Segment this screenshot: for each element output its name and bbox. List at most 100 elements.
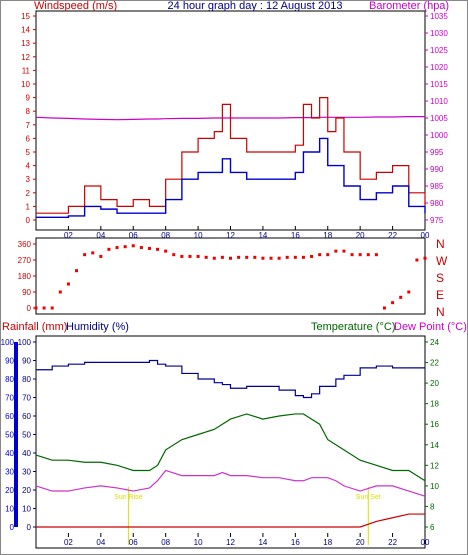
wind-y-tick-label: 15 xyxy=(21,12,30,21)
humidity-y-tick-label: 90 xyxy=(22,357,31,366)
rainfall-y-tick-label: 40 xyxy=(5,449,14,458)
wind-y-tick-label: 0 xyxy=(26,216,31,225)
climate-x-tick-label: 16 xyxy=(291,538,300,547)
rainfall-y-tick-label: 10 xyxy=(5,505,14,514)
direction-point xyxy=(204,255,208,259)
wind-y-tick-label: 5 xyxy=(26,148,31,157)
direction-point xyxy=(188,254,192,258)
climate-x-tick-label: 18 xyxy=(323,538,332,547)
direction-point xyxy=(310,254,314,258)
wind-x-tick-label: 14 xyxy=(258,231,267,240)
direction-y-tick-label: 90 xyxy=(22,288,31,297)
baro-y-tick-label: 990 xyxy=(430,165,444,174)
wind-y-tick-label: 14 xyxy=(21,26,30,35)
baro-y-tick-label: 985 xyxy=(430,182,444,191)
wind-y-tick-label: 6 xyxy=(26,134,31,143)
direction-point xyxy=(123,245,127,249)
wind-y-tick-label: 13 xyxy=(21,39,30,48)
wind-y-tick-label: 3 xyxy=(26,175,31,184)
wind-y-tick-label: 10 xyxy=(21,80,30,89)
direction-point xyxy=(156,247,160,251)
climate-x-tick-label: 08 xyxy=(161,538,170,547)
direction-point xyxy=(220,255,224,259)
direction-point xyxy=(58,290,62,294)
temperature-y-tick-label: 8 xyxy=(430,502,435,511)
direction-point xyxy=(212,256,216,260)
wind-y-tick-label: 11 xyxy=(22,66,31,75)
climate-x-tick-label: 02 xyxy=(64,538,73,547)
baro-y-tick-label: 1035 xyxy=(430,12,448,21)
rainfall-y-tick-label: 20 xyxy=(5,486,14,495)
humidity-y-tick-label: 80 xyxy=(22,375,31,384)
wind-y-tick-label: 4 xyxy=(26,162,31,171)
humidity-y-tick-label: 10 xyxy=(22,505,31,514)
humidity-y-tick-label: 20 xyxy=(22,486,31,495)
dewpoint-line xyxy=(35,469,426,497)
direction-point xyxy=(358,253,362,257)
windspeed-title: Windspeed (m/s) xyxy=(34,0,117,12)
humidity-y-tick-label: 0 xyxy=(27,523,32,532)
direction-y-tick-label: 270 xyxy=(18,256,32,265)
wind-x-tick-label: 20 xyxy=(356,231,365,240)
temperature-y-tick-label: 24 xyxy=(430,338,439,347)
direction-point xyxy=(293,255,297,259)
direction-point xyxy=(91,251,95,255)
baro-y-tick-label: 1015 xyxy=(430,80,448,89)
direction-point xyxy=(415,258,419,262)
direction-y-tick-label: 180 xyxy=(18,272,32,281)
direction-y-tick-label: 360 xyxy=(18,240,32,249)
wind-gust-line xyxy=(36,97,426,214)
humidity-y-tick-label: 70 xyxy=(22,394,31,403)
humidity-y-tick-label: 30 xyxy=(22,468,31,477)
temperature-y-tick-label: 20 xyxy=(430,379,439,388)
climate-x-tick-label: 12 xyxy=(226,538,235,547)
rainfall-y-tick-label: 90 xyxy=(5,357,14,366)
wind-x-tick-label: 06 xyxy=(129,231,138,240)
direction-label-n-bottom: N xyxy=(436,305,445,319)
direction-point xyxy=(423,256,427,260)
wind-x-tick-label: 12 xyxy=(226,231,235,240)
rainfall-y-tick-label: 80 xyxy=(5,375,14,384)
baro-y-tick-label: 1025 xyxy=(430,46,448,55)
baro-y-tick-label: 995 xyxy=(430,148,444,157)
humidity-line xyxy=(36,359,425,399)
temperature-y-tick-label: 16 xyxy=(430,420,439,429)
direction-point xyxy=(407,290,411,294)
barometer-line xyxy=(35,116,425,121)
climate-x-tick-label: 20 xyxy=(356,538,365,547)
wind-x-tick-label: 08 xyxy=(161,231,170,240)
wind-x-tick-label: 10 xyxy=(194,231,203,240)
direction-point xyxy=(66,282,70,286)
direction-point xyxy=(382,306,386,310)
temperature-title: Temperature (°C) xyxy=(311,321,395,333)
rainfall-y-tick-label: 60 xyxy=(5,412,14,421)
climate-x-tick-label: 00 xyxy=(421,538,430,547)
climate-x-tick-label: 22 xyxy=(388,538,397,547)
direction-point xyxy=(99,254,103,258)
rainfall-line xyxy=(36,513,425,528)
rainfall-y-tick-label: 70 xyxy=(5,394,14,403)
direction-point xyxy=(342,249,346,253)
humidity-y-tick-label: 60 xyxy=(22,412,31,421)
direction-point xyxy=(107,247,111,251)
direction-point xyxy=(253,255,257,259)
direction-point xyxy=(180,254,184,258)
wind-x-tick-label: 02 xyxy=(64,231,73,240)
sunset-label: Sun Set xyxy=(356,494,381,501)
baro-y-tick-label: 1020 xyxy=(430,63,448,72)
temperature-y-tick-label: 12 xyxy=(430,461,439,470)
direction-point xyxy=(237,255,241,259)
wind-x-tick-label: 22 xyxy=(388,231,397,240)
wind-y-tick-label: 1 xyxy=(26,202,31,211)
temperature-y-tick-label: 22 xyxy=(430,359,439,368)
direction-point xyxy=(366,253,370,257)
baro-y-tick-label: 1010 xyxy=(430,97,448,106)
temperature-y-tick-label: 18 xyxy=(430,400,439,409)
direction-point xyxy=(269,256,273,260)
direction-point xyxy=(139,246,143,250)
rainfall-y-tick-label: 30 xyxy=(5,468,14,477)
direction-label-w: W xyxy=(436,254,448,268)
baro-y-tick-label: 1000 xyxy=(430,131,448,140)
baro-y-tick-label: 980 xyxy=(430,199,444,208)
